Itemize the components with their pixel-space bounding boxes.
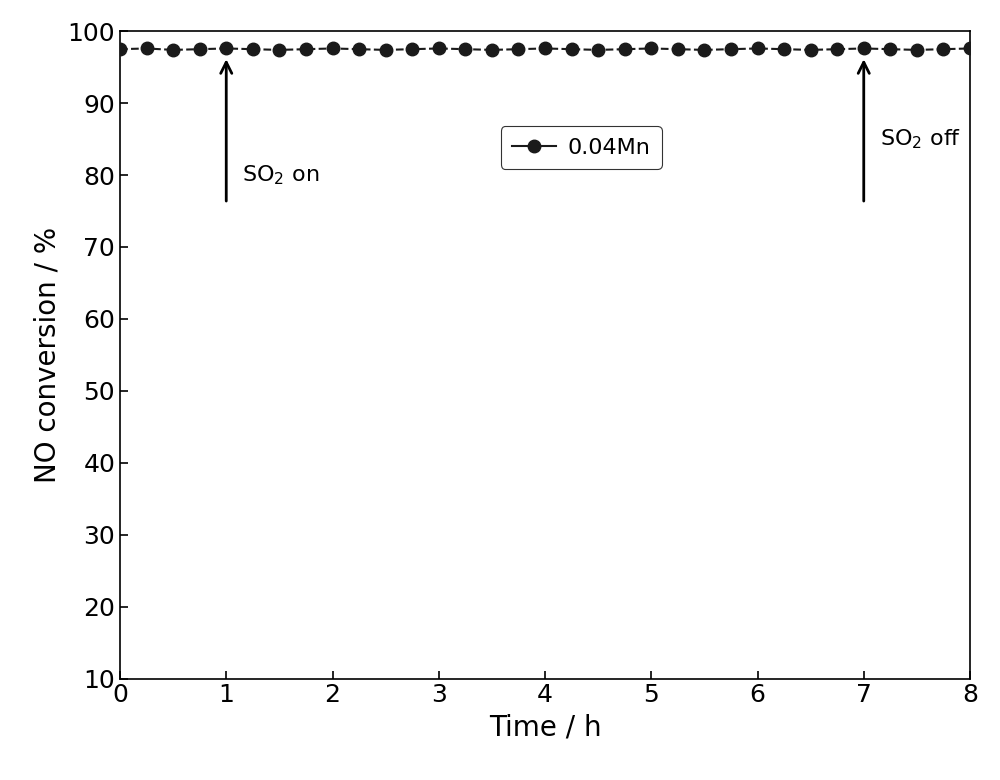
X-axis label: Time / h: Time / h (489, 713, 601, 741)
Legend: 0.04Mn: 0.04Mn (501, 126, 662, 168)
Text: SO$_2$ on: SO$_2$ on (242, 163, 319, 187)
Text: SO$_2$ off: SO$_2$ off (880, 127, 961, 151)
Y-axis label: NO conversion / %: NO conversion / % (34, 227, 62, 483)
